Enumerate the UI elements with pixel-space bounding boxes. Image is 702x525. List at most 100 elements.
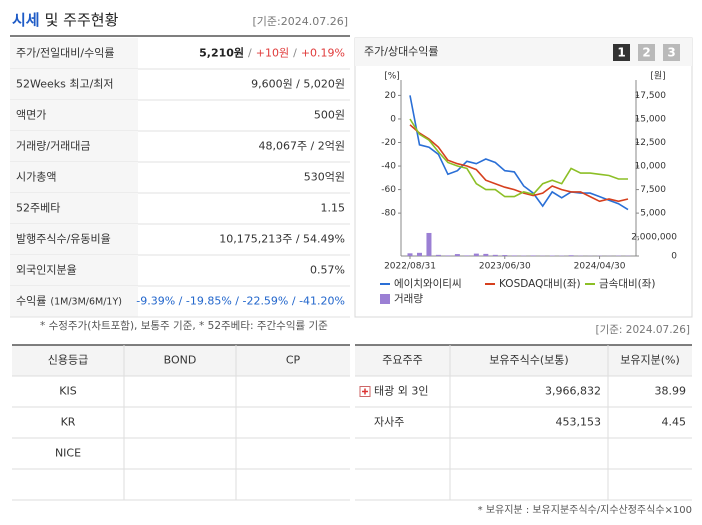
x-tick-label: 2023/06/30 bbox=[479, 262, 531, 272]
volume-bar bbox=[511, 255, 517, 256]
row-value: 10,175,213주 / 54.49% bbox=[219, 233, 345, 246]
date: [기준:2024.07.26] bbox=[252, 15, 348, 28]
header-title: 시세 및 주주현황 bbox=[12, 11, 119, 29]
row-label: 거래량/거래대금 bbox=[16, 140, 91, 153]
volume-bar bbox=[502, 255, 508, 256]
row-label: 52주베타 bbox=[16, 202, 60, 215]
row-label: 액면가 bbox=[16, 109, 46, 122]
row-label: 주가/전일대비/수익률 bbox=[16, 46, 115, 60]
series-line bbox=[409, 124, 629, 203]
y-axis-label: [%] bbox=[384, 72, 400, 82]
label-cell bbox=[10, 224, 138, 255]
y2-tick-label: 5,000 bbox=[640, 209, 666, 219]
y3-tick-label: 2,000,000 bbox=[631, 232, 677, 242]
row-label: 수익률 (1M/3M/6M/1Y) bbox=[16, 295, 122, 308]
period-button-label: 2 bbox=[642, 46, 650, 60]
table-header: 보유주식수(보통) bbox=[489, 354, 568, 367]
period-button-label: 1 bbox=[617, 46, 625, 60]
title-rest: 및 주주현황 bbox=[45, 11, 119, 29]
row-value: 1.15 bbox=[321, 202, 346, 215]
row-label: 시가총액 bbox=[16, 171, 56, 184]
volume-bar bbox=[473, 253, 479, 256]
period-button[interactable] bbox=[663, 44, 680, 61]
period-button[interactable] bbox=[638, 44, 655, 61]
volume-bar bbox=[445, 255, 451, 256]
row-label: 외국인지분율 bbox=[16, 264, 77, 277]
label: 액면가 bbox=[16, 109, 46, 122]
volume-bar bbox=[568, 255, 574, 256]
label: 수익률 bbox=[16, 295, 46, 308]
row-label: 52Weeks 최고/최저 bbox=[16, 78, 114, 91]
series-line bbox=[409, 118, 628, 198]
y-tick-label: 0 bbox=[390, 114, 396, 124]
table-cell: NICE bbox=[55, 447, 81, 460]
chart-title: 주가/상대수익률 bbox=[364, 45, 439, 58]
table-head bbox=[12, 345, 350, 376]
volume-bar bbox=[435, 254, 441, 256]
period-button-label: 3 bbox=[667, 46, 675, 60]
y-tick-label: -40 bbox=[381, 162, 396, 172]
label-cell bbox=[10, 193, 138, 224]
table-head bbox=[355, 345, 692, 376]
row-value: 48,067주 / 2억원 bbox=[258, 140, 345, 153]
volume-bar bbox=[492, 254, 498, 256]
holder-shares: 453,153 bbox=[556, 416, 602, 429]
table-header: CP bbox=[286, 354, 301, 367]
volume-bar bbox=[416, 252, 422, 256]
label-cell bbox=[10, 131, 138, 162]
y2-tick-label: 7,500 bbox=[640, 185, 666, 195]
y2-tick-label: 12,500 bbox=[635, 138, 667, 148]
volume-bar bbox=[530, 255, 536, 256]
expand-plus bbox=[362, 388, 368, 395]
separator: / bbox=[248, 47, 252, 60]
label: 52Weeks 최고/최저 bbox=[16, 78, 114, 91]
legend-label: 금속대비(좌) bbox=[599, 278, 656, 290]
chart-head bbox=[355, 38, 692, 66]
y2-tick-label: 10,000 bbox=[635, 162, 667, 172]
legend-label: KOSDAQ대비(좌) bbox=[499, 278, 581, 290]
price-note: * 수정주가(차트포함), 보통주 기준, * 52주베타: 주간수익률 기준 bbox=[40, 320, 328, 332]
label: 52주베타 bbox=[16, 202, 60, 215]
y-tick-label: -60 bbox=[381, 185, 396, 195]
label-note: (1M/3M/6M/1Y) bbox=[50, 296, 122, 307]
row-value: 0.57% bbox=[310, 264, 345, 277]
holder-stake: 38.99 bbox=[655, 385, 687, 398]
legend-label: 거래량 bbox=[394, 293, 423, 305]
y-tick-label: 20 bbox=[385, 91, 397, 101]
holders-date: [기준: 2024.07.26] bbox=[595, 324, 690, 336]
row-value: 9,600원 / 5,020원 bbox=[251, 78, 345, 91]
label: 발행주식수/유동비율 bbox=[16, 233, 111, 246]
value-part: +0.19% bbox=[301, 47, 345, 60]
period-button[interactable] bbox=[613, 44, 630, 61]
label: 거래량/거래대금 bbox=[16, 140, 91, 153]
row-value: 500원 bbox=[314, 109, 345, 122]
table-cell: KR bbox=[61, 416, 76, 429]
volume-bar bbox=[454, 254, 460, 256]
table-header: 주요주주 bbox=[382, 354, 422, 367]
legend-swatch bbox=[380, 294, 390, 304]
y2-tick-label: 17,500 bbox=[635, 91, 667, 101]
holder-shares: 3,966,832 bbox=[545, 385, 601, 398]
legend-label: 에이치와이티씨 bbox=[394, 278, 462, 290]
title-main: 시세 bbox=[12, 11, 40, 29]
y-tick-label: -80 bbox=[381, 209, 396, 219]
value-part: 5,210원 bbox=[199, 46, 244, 60]
y-tick-label: -20 bbox=[381, 138, 396, 148]
table-header: 보유지분(%) bbox=[620, 354, 680, 367]
x-tick-label: 2022/08/31 bbox=[384, 262, 436, 272]
y3-tick-label: 0 bbox=[671, 252, 677, 262]
table-header: BOND bbox=[164, 354, 197, 367]
label-cell bbox=[10, 162, 138, 193]
y2-axis-label: [원] bbox=[650, 71, 665, 82]
label-cell bbox=[10, 255, 138, 286]
label-cell bbox=[10, 286, 138, 317]
holders-note: * 보유지분 : 보유지분주식수/지수산정주식수×100 bbox=[478, 504, 692, 516]
volume-bar bbox=[464, 255, 470, 256]
chart-frame bbox=[354, 37, 693, 318]
volume-bar bbox=[483, 253, 489, 256]
label: 외국인지분율 bbox=[16, 264, 77, 277]
holder-name: 자사주 bbox=[374, 416, 404, 429]
holder-name: 태광 외 3인 bbox=[374, 385, 428, 398]
